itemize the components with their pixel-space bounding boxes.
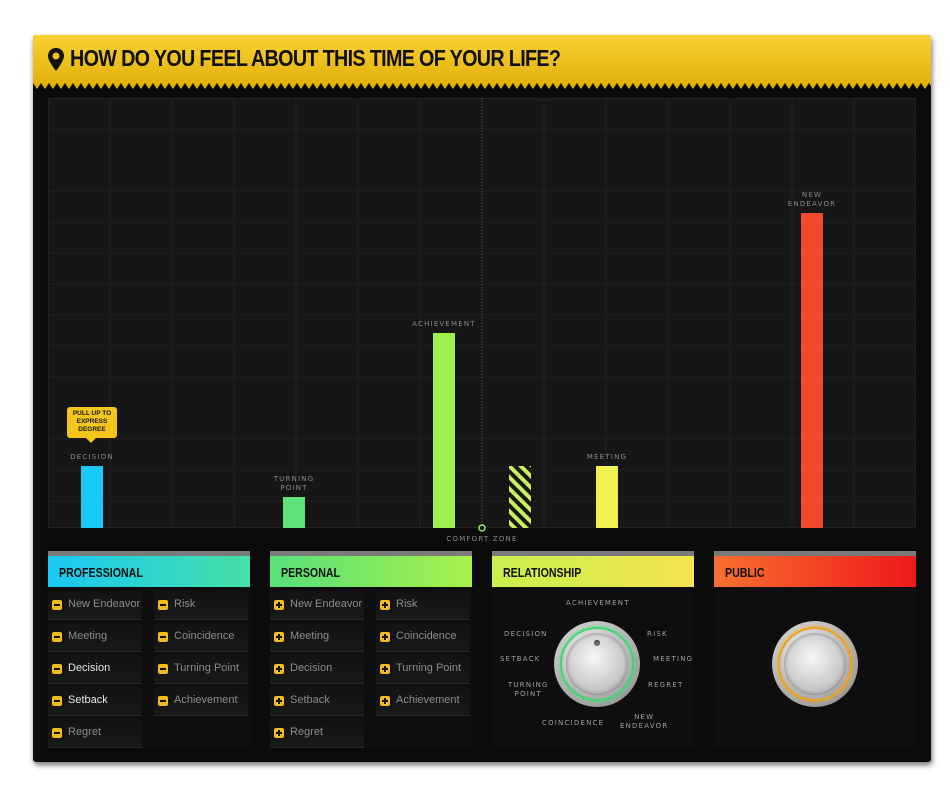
minus-icon: [52, 728, 62, 738]
dial-label-coincidence: COINCIDENCE: [542, 719, 605, 727]
dial-label-achievement: ACHIEVEMENT: [566, 599, 630, 607]
feelings-chart[interactable]: COMFORT ZONE DECISION TURNING POINT ACHIEVEM…: [48, 98, 916, 543]
plus-icon: [274, 632, 284, 642]
dial-label-turning-point: TURNING POINT: [508, 681, 549, 698]
header-bar: HOW DO YOU FEEL ABOUT THIS TIME OF YOUR …: [33, 35, 931, 91]
dial-label-setback: SETBACK: [500, 655, 541, 663]
pull-up-tooltip: PULL UP TO EXPRESS DEGREE: [67, 407, 117, 443]
comfort-zone-marker: [478, 524, 486, 532]
map-pin-icon: [48, 48, 64, 71]
panel-personal: PERSONAL New Endeavor Meeting Decision S…: [270, 551, 472, 748]
option-new-endeavor[interactable]: New Endeavor: [48, 591, 142, 620]
panel-professional: PROFESSIONAL New Endeavor Meeting Decisi…: [48, 551, 250, 748]
panel-header-public: PUBLIC: [714, 556, 916, 587]
option-meeting[interactable]: Meeting: [270, 623, 364, 652]
dial-ring: [778, 627, 852, 701]
bar-label: MEETING: [587, 453, 627, 461]
option-regret[interactable]: Regret: [270, 719, 364, 748]
plus-icon: [380, 600, 390, 610]
panel-title-professional: PROFESSIONAL: [59, 566, 143, 580]
minus-icon: [158, 600, 168, 610]
plus-icon: [274, 600, 284, 610]
dial-label-risk: RISK: [647, 630, 668, 638]
panel-public: PUBLIC: [714, 551, 916, 748]
option-meeting[interactable]: Meeting: [48, 623, 142, 652]
header-zigzag-edge: [33, 83, 931, 91]
plus-icon: [274, 728, 284, 738]
bar-label: POINT: [280, 484, 307, 492]
dial-indicator: [594, 640, 600, 646]
bar-achievement: [433, 333, 455, 528]
option-coincidence[interactable]: Coincidence: [376, 623, 470, 652]
panel-title-public: PUBLIC: [725, 566, 765, 580]
plus-icon: [274, 664, 284, 674]
panel-topbar: [48, 551, 250, 556]
minus-icon: [52, 632, 62, 642]
option-achievement[interactable]: Achievement: [154, 687, 248, 716]
minus-icon: [158, 696, 168, 706]
panel-title-relationship: RELATIONSHIP: [503, 566, 582, 580]
bar-label: TURNING: [273, 475, 315, 483]
dial-face: [784, 633, 846, 695]
page-title: HOW DO YOU FEEL ABOUT THIS TIME OF YOUR …: [70, 45, 561, 71]
tooltip-text: PULL UP TO EXPRESS DEGREE: [72, 410, 112, 433]
panel-topbar: [714, 551, 916, 556]
option-coincidence[interactable]: Coincidence: [154, 623, 248, 652]
plus-icon: [274, 696, 284, 706]
bar-label: DECISION: [70, 453, 114, 461]
panel-relationship: RELATIONSHIP ACHIEVEMENT DECISION RISK S…: [492, 551, 694, 748]
bar-new-endeavor: [801, 213, 823, 528]
app-window: HOW DO YOU FEEL ABOUT THIS TIME OF YOUR …: [33, 35, 931, 762]
option-new-endeavor[interactable]: New Endeavor: [270, 591, 364, 620]
panel-title-personal: PERSONAL: [281, 566, 341, 580]
dial-label-new-endeavor: NEW ENDEAVOR: [620, 713, 669, 730]
bar-comfort-zone: [509, 466, 531, 528]
dial-face: [566, 633, 628, 695]
bar-label: ACHIEVEMENT: [412, 320, 476, 328]
option-turning-point[interactable]: Turning Point: [376, 655, 470, 684]
bar-meeting: [596, 466, 618, 528]
bar-turning-point: [283, 497, 305, 528]
option-decision[interactable]: Decision: [48, 655, 142, 684]
minus-icon: [158, 632, 168, 642]
bar-label: ENDEAVOR: [788, 200, 836, 208]
option-turning-point[interactable]: Turning Point: [154, 655, 248, 684]
dial-label-decision: DECISION: [504, 630, 548, 638]
panel-header-personal: PERSONAL: [270, 556, 472, 587]
bar-decision: [81, 466, 103, 528]
dial-label-meeting: MEETING: [653, 655, 694, 663]
plus-icon: [380, 696, 390, 706]
relationship-dial-knob[interactable]: [554, 621, 640, 707]
option-regret[interactable]: Regret: [48, 719, 142, 748]
minus-icon: [52, 696, 62, 706]
panel-header-professional: PROFESSIONAL: [48, 556, 250, 587]
panel-topbar: [492, 551, 694, 556]
bar-label: NEW: [802, 191, 822, 199]
option-setback[interactable]: Setback: [48, 687, 142, 716]
option-decision[interactable]: Decision: [270, 655, 364, 684]
option-achievement[interactable]: Achievement: [376, 687, 470, 716]
option-risk[interactable]: Risk: [154, 591, 248, 620]
minus-icon: [158, 664, 168, 674]
panel-topbar: [270, 551, 472, 556]
plus-icon: [380, 632, 390, 642]
public-dial-knob[interactable]: [772, 621, 858, 707]
option-setback[interactable]: Setback: [270, 687, 364, 716]
option-risk[interactable]: Risk: [376, 591, 470, 620]
dial-ring: [560, 627, 634, 701]
minus-icon: [52, 600, 62, 610]
plus-icon: [380, 664, 390, 674]
minus-icon: [52, 664, 62, 674]
comfort-zone-label: COMFORT ZONE: [446, 535, 517, 543]
dial-label-regret: REGRET: [648, 681, 684, 689]
panel-header-relationship: RELATIONSHIP: [492, 556, 694, 587]
